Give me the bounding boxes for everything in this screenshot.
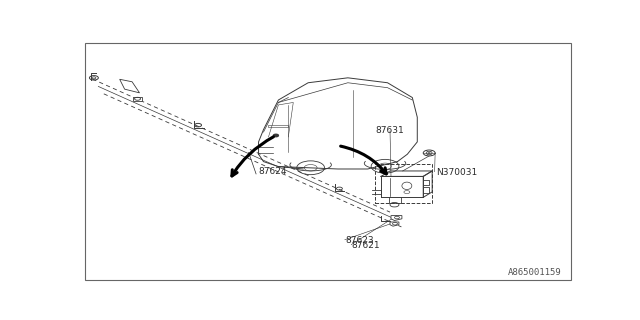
Polygon shape [120, 79, 140, 93]
Polygon shape [390, 222, 399, 226]
Bar [133, 97, 142, 101]
Text: N370031: N370031 [436, 168, 477, 177]
Bar [375, 164, 432, 204]
Text: 87624: 87624 [259, 167, 287, 176]
Polygon shape [269, 124, 288, 127]
Polygon shape [391, 216, 402, 220]
Text: 87623: 87623 [346, 236, 374, 245]
Circle shape [273, 134, 278, 137]
Text: A865001159: A865001159 [508, 268, 561, 277]
Text: 87631: 87631 [375, 125, 404, 135]
Text: 87621: 87621 [352, 241, 380, 250]
